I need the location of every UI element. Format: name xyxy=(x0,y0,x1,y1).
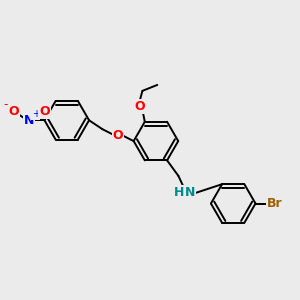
Text: N: N xyxy=(24,114,34,127)
Text: O: O xyxy=(39,106,50,118)
Text: H: H xyxy=(174,186,184,199)
Text: N: N xyxy=(185,186,196,199)
Text: +: + xyxy=(32,109,40,119)
Text: O: O xyxy=(8,106,19,118)
Text: -: - xyxy=(3,98,8,111)
Text: O: O xyxy=(113,129,123,142)
Text: O: O xyxy=(134,100,145,113)
Text: Br: Br xyxy=(267,197,283,210)
